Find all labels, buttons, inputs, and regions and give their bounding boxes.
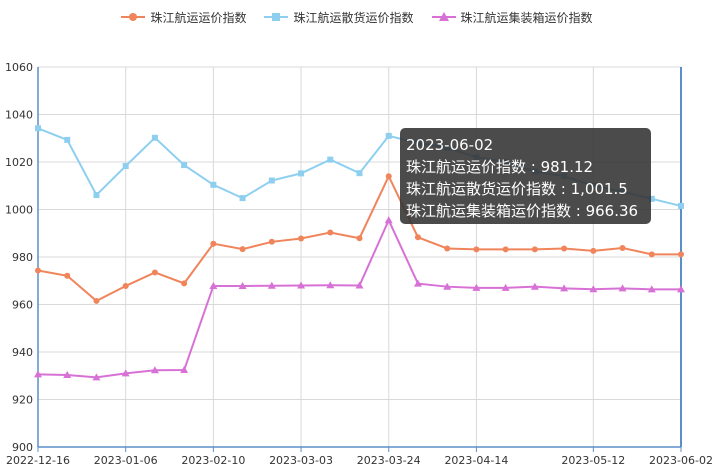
data-point — [502, 246, 509, 253]
data-point — [298, 235, 305, 242]
data-point — [239, 195, 246, 202]
legend-circle-icon — [121, 11, 146, 23]
data-point — [181, 280, 188, 287]
data-point — [356, 235, 363, 242]
data-point — [473, 246, 480, 253]
data-point — [122, 282, 129, 289]
data-point — [268, 177, 275, 184]
data-point — [648, 251, 655, 258]
data-point — [414, 234, 421, 241]
data-point — [472, 283, 481, 291]
y-tick-label: 980 — [12, 251, 33, 264]
data-point — [63, 371, 72, 379]
data-point — [413, 279, 422, 287]
data-point — [678, 202, 684, 209]
data-point — [678, 251, 684, 258]
data-point — [34, 370, 42, 378]
data-point — [267, 281, 276, 289]
y-tick-label: 940 — [12, 346, 33, 359]
legend-triangle-icon — [431, 11, 456, 23]
chart-tooltip: 2023-06-02 珠江航运运价指数 : 981.12 珠江航运散货运价指数 … — [400, 128, 651, 224]
data-point — [385, 173, 392, 180]
data-point — [35, 125, 41, 132]
data-point — [64, 272, 71, 279]
y-tick-label: 1060 — [5, 61, 33, 74]
data-point — [64, 136, 71, 143]
y-tick-label: 900 — [12, 441, 33, 454]
data-point — [297, 281, 306, 289]
tooltip-line-3: 珠江航运集装箱运价指数 : 966.36 — [406, 202, 639, 220]
x-tick-label: 2023-03-03 — [269, 454, 333, 467]
legend-label: 珠江航运集装箱运价指数 — [460, 10, 593, 25]
data-point — [239, 246, 246, 253]
y-tick-label: 1020 — [5, 156, 33, 169]
data-point — [385, 132, 392, 139]
data-point — [443, 282, 452, 290]
data-point — [327, 229, 334, 236]
data-point — [210, 181, 217, 188]
legend-item-series-3[interactable]: 珠江航运集装箱运价指数 — [431, 8, 593, 26]
data-point — [531, 246, 538, 253]
x-tick-label: 2023-04-14 — [444, 454, 508, 467]
legend-item-series-2[interactable]: 珠江航运散货运价指数 — [264, 8, 414, 26]
data-point — [150, 366, 159, 374]
data-point — [151, 134, 158, 141]
y-tick-label: 1040 — [5, 109, 33, 122]
y-tick-label: 960 — [12, 299, 33, 312]
data-point — [122, 163, 129, 170]
data-point — [210, 240, 217, 247]
chart-legend: 珠江航运运价指数 珠江航运散货运价指数 珠江航运集装箱运价指数 — [0, 8, 714, 26]
legend-label: 珠江航运散货运价指数 — [293, 10, 414, 25]
data-point — [677, 285, 685, 293]
data-point — [530, 282, 539, 290]
data-point — [648, 195, 655, 202]
x-tick-label: 2022-12-16 — [6, 454, 70, 467]
data-point — [298, 170, 305, 177]
data-point — [180, 366, 189, 374]
data-point — [384, 216, 393, 224]
data-point — [590, 247, 597, 254]
x-tick-label: 2023-06-02 — [649, 454, 713, 467]
data-point — [327, 156, 334, 163]
data-point — [619, 244, 626, 251]
data-point — [589, 285, 598, 293]
data-point — [238, 281, 247, 289]
y-tick-label: 920 — [12, 394, 33, 407]
data-point — [647, 285, 656, 293]
data-point — [560, 284, 569, 292]
legend-item-series-1[interactable]: 珠江航运运价指数 — [121, 8, 246, 26]
x-tick-label: 2023-03-24 — [357, 454, 421, 467]
data-point — [618, 284, 627, 292]
tooltip-line-1: 珠江航运运价指数 : 981.12 — [406, 158, 594, 176]
data-point — [268, 238, 275, 245]
data-point — [151, 269, 158, 276]
series-line-3 — [37, 217, 681, 379]
data-point — [121, 369, 130, 377]
x-tick-label: 2023-05-12 — [561, 454, 625, 467]
data-point — [92, 373, 101, 381]
data-point — [93, 297, 100, 304]
data-point — [356, 170, 363, 177]
x-tick-label: 2023-02-10 — [181, 454, 245, 467]
legend-square-icon — [264, 11, 289, 23]
data-point — [501, 283, 510, 291]
data-point — [355, 281, 364, 289]
tooltip-line-2: 珠江航运散货运价指数 : 1,001.5 — [406, 180, 628, 198]
data-point — [561, 245, 568, 252]
y-tick-label: 1000 — [5, 204, 33, 217]
data-point — [93, 192, 100, 199]
legend-label: 珠江航运运价指数 — [150, 10, 247, 25]
x-tick-label: 2023-01-06 — [94, 454, 158, 467]
data-point — [35, 267, 41, 274]
data-point — [209, 281, 218, 289]
tooltip-date: 2023-06-02 — [406, 136, 494, 154]
data-point — [444, 245, 451, 252]
data-point — [181, 162, 188, 169]
data-point — [326, 281, 335, 289]
